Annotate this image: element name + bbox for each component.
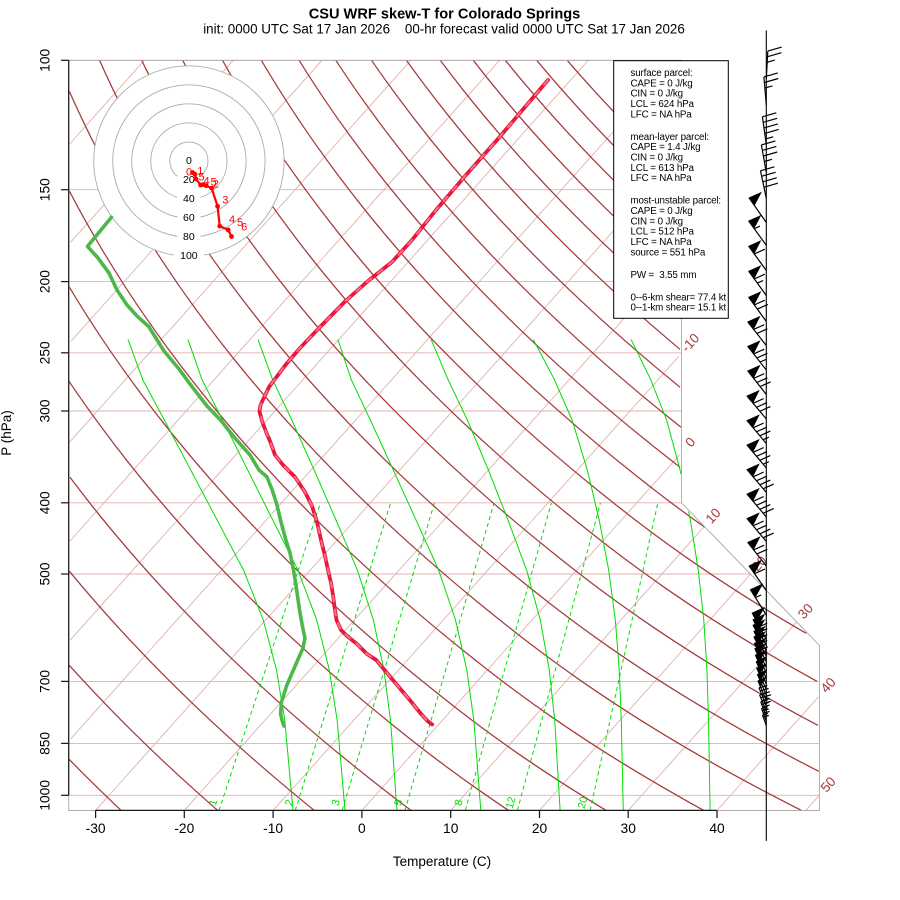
svg-text:40: 40 — [709, 821, 725, 836]
svg-text:CAPE = 0 J/kg: CAPE = 0 J/kg — [631, 78, 693, 89]
svg-text:40: 40 — [818, 675, 839, 696]
svg-text:1000: 1000 — [38, 780, 53, 811]
svg-text:most-unstable parcel:: most-unstable parcel: — [631, 196, 722, 207]
svg-text:200: 200 — [38, 270, 53, 293]
svg-text:CIN = 0 J/kg: CIN = 0 J/kg — [631, 153, 683, 164]
svg-text:5: 5 — [198, 172, 204, 184]
svg-text:8: 8 — [453, 798, 466, 807]
svg-text:300: 300 — [38, 399, 53, 422]
svg-text:700: 700 — [38, 670, 53, 693]
svg-text:150: 150 — [38, 178, 53, 201]
svg-text:20: 20 — [576, 795, 591, 810]
svg-text:12: 12 — [504, 795, 519, 810]
svg-text:-30: -30 — [86, 821, 106, 836]
svg-text:source = 551 hPa: source = 551 hPa — [631, 247, 706, 258]
svg-text:5: 5 — [392, 798, 405, 807]
svg-text:250: 250 — [38, 341, 53, 364]
svg-text:850: 850 — [38, 732, 53, 755]
svg-text:CAPE = 0 J/kg: CAPE = 0 J/kg — [631, 206, 693, 217]
svg-text:100: 100 — [38, 48, 53, 71]
svg-text:2: 2 — [283, 798, 296, 807]
svg-text:Temperature (C): Temperature (C) — [393, 854, 491, 869]
svg-text:30: 30 — [621, 821, 637, 836]
svg-text:0--6-km shear= 77.4 kt: 0--6-km shear= 77.4 kt — [631, 292, 727, 303]
svg-text:LCL = 512 hPa: LCL = 512 hPa — [631, 227, 695, 238]
svg-text:CSU WRF skew-T for Colorado Sp: CSU WRF skew-T for Colorado Springs — [309, 7, 581, 23]
svg-text:3: 3 — [330, 798, 343, 807]
svg-text:2: 2 — [213, 179, 219, 191]
svg-text:6: 6 — [241, 222, 247, 234]
svg-text:surface parcel:: surface parcel: — [631, 68, 693, 79]
svg-text:500: 500 — [38, 562, 53, 585]
svg-text:PW = 3.55 mm: PW = 3.55 mm — [631, 270, 697, 281]
svg-text:10: 10 — [703, 505, 724, 526]
svg-text:0: 0 — [358, 821, 366, 836]
svg-text:400: 400 — [38, 491, 53, 514]
svg-text:0--1-km shear= 15.1 kt: 0--1-km shear= 15.1 kt — [631, 303, 727, 314]
svg-text:-10: -10 — [263, 821, 283, 836]
svg-text:4: 4 — [203, 175, 209, 187]
svg-text:LCL = 624 hPa: LCL = 624 hPa — [631, 99, 695, 110]
svg-text:5: 5 — [237, 217, 243, 229]
svg-text:1: 1 — [207, 798, 220, 807]
svg-text:LFC = NA hPa: LFC = NA hPa — [631, 237, 693, 248]
svg-text:LCL = 613 hPa: LCL = 613 hPa — [631, 163, 695, 174]
svg-text:mean-layer parcel:: mean-layer parcel: — [631, 132, 709, 143]
svg-text:0: 0 — [186, 155, 192, 167]
svg-text:4: 4 — [229, 214, 235, 226]
svg-text:50: 50 — [818, 774, 839, 795]
svg-text:100: 100 — [180, 250, 198, 262]
svg-text:CIN = 0 J/kg: CIN = 0 J/kg — [631, 216, 683, 227]
svg-text:0: 0 — [186, 166, 192, 178]
svg-text:5: 5 — [210, 177, 216, 189]
svg-text:init: 0000 UTC Sat 17 Jan 2026: init: 0000 UTC Sat 17 Jan 2026 00-hr for… — [203, 21, 685, 36]
svg-text:-20: -20 — [174, 821, 194, 836]
svg-text:20: 20 — [532, 821, 548, 836]
svg-text:60: 60 — [183, 212, 195, 224]
svg-text:LFC = NA hPa: LFC = NA hPa — [631, 109, 693, 120]
svg-text:10: 10 — [443, 821, 459, 836]
svg-text:1: 1 — [197, 166, 203, 178]
svg-text:30: 30 — [795, 601, 816, 622]
svg-text:40: 40 — [183, 193, 195, 205]
svg-text:20: 20 — [183, 174, 195, 186]
svg-text:LFC = NA hPa: LFC = NA hPa — [631, 173, 693, 184]
svg-text:P (hPa): P (hPa) — [0, 410, 14, 456]
svg-text:3: 3 — [222, 194, 228, 206]
svg-text:CAPE = 1.4 J/kg: CAPE = 1.4 J/kg — [631, 142, 701, 153]
svg-text:CIN = 0 J/kg: CIN = 0 J/kg — [631, 89, 683, 100]
svg-text:80: 80 — [183, 231, 195, 243]
